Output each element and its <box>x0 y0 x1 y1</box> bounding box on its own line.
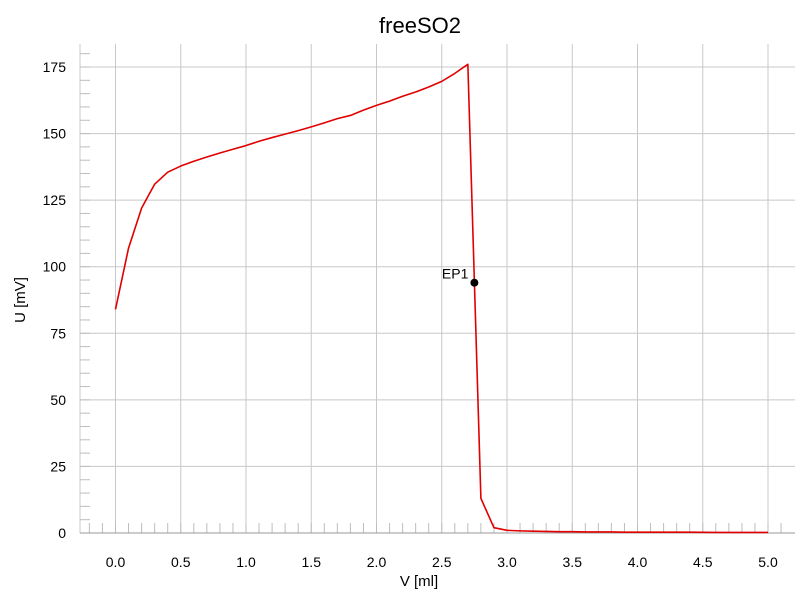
x-tick-labels: 0.0 0.5 1.0 1.5 2.0 2.5 3.0 3.5 4.0 4.5 5.0 <box>106 554 778 570</box>
x-tick-label: 2.5 <box>432 554 452 570</box>
chart-title: freeSO2 <box>379 13 461 38</box>
y-tick-labels: 0 25 50 75 100 125 150 175 <box>43 59 67 541</box>
x-tick-label: 1.0 <box>236 554 256 570</box>
y-tick-label: 75 <box>50 325 66 341</box>
endpoint-marker <box>470 278 479 287</box>
y-tick-label: 150 <box>43 126 67 142</box>
x-tick-label: 4.5 <box>693 554 713 570</box>
x-axis-label: V [ml] <box>400 573 438 590</box>
y-tick-label: 0 <box>58 525 66 541</box>
y-tick-label: 25 <box>50 458 66 474</box>
y-tick-label: 50 <box>50 392 66 408</box>
minor-ticks <box>80 53 782 534</box>
x-tick-label: 3.0 <box>497 554 517 570</box>
x-tick-label: 4.0 <box>628 554 648 570</box>
x-tick-label: 0.5 <box>171 554 191 570</box>
series-line <box>114 63 768 534</box>
y-tick-label: 125 <box>43 192 67 208</box>
grid-lines <box>79 44 795 534</box>
x-tick-label: 5.0 <box>758 554 778 570</box>
annotations: EP1 <box>442 266 479 287</box>
y-axis-label: U [mV] <box>12 277 29 323</box>
x-tick-label: 1.5 <box>302 554 322 570</box>
y-tick-label: 175 <box>43 59 67 75</box>
y-tick-label: 100 <box>43 259 67 275</box>
x-tick-label: 2.0 <box>367 554 387 570</box>
x-tick-label: 0.0 <box>106 554 126 570</box>
endpoint-label: EP1 <box>442 266 469 282</box>
x-tick-label: 3.5 <box>563 554 583 570</box>
